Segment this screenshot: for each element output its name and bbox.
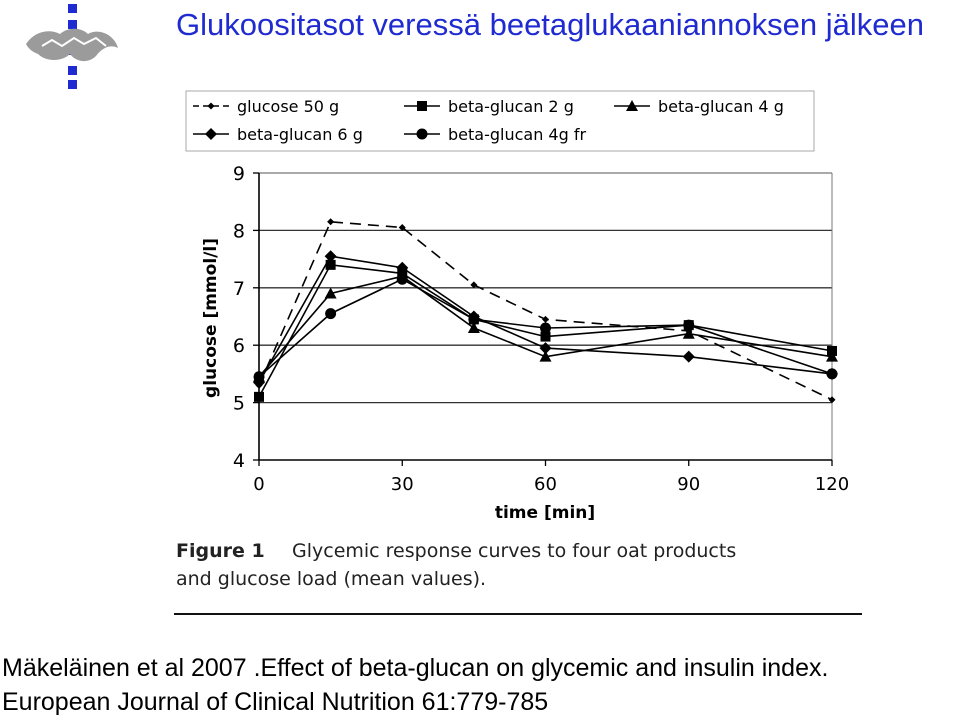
chart-gridlines — [259, 172, 832, 404]
data-point — [682, 350, 695, 363]
x-tick-label: 60 — [534, 474, 557, 495]
x-tick-label: 90 — [677, 474, 700, 495]
chart-axes — [253, 172, 833, 466]
legend-item: beta-glucan 4 g — [614, 97, 784, 116]
legend-item: beta-glucan 2 g — [404, 97, 574, 116]
x-tick-label: 0 — [253, 474, 264, 495]
data-point — [826, 350, 838, 362]
series-1 — [255, 218, 836, 404]
legend-label: glucose 50 g — [237, 97, 339, 116]
legend-box — [185, 90, 815, 152]
chart: glucose 50 g beta-glucan 2 g beta-glucan 4… — [176, 90, 849, 590]
divider — [174, 613, 862, 615]
legend-marker — [205, 128, 217, 140]
legend-marker — [207, 102, 215, 110]
data-point — [396, 261, 409, 274]
legend-marker — [417, 101, 427, 111]
data-point — [539, 342, 552, 355]
y-tick-label: 4 — [233, 450, 245, 472]
legend-item: beta-glucan 6 g — [193, 125, 363, 144]
data-point — [327, 218, 335, 226]
legend-label: beta-glucan 2 g — [448, 97, 574, 116]
x-tick-label: 30 — [391, 474, 414, 495]
data-point — [470, 281, 478, 289]
data-point — [683, 319, 695, 331]
data-point — [682, 327, 695, 339]
data-point — [828, 396, 836, 404]
citation-line-2: European Journal of Clinical Nutrition 6… — [2, 688, 549, 716]
data-point — [467, 321, 480, 333]
data-point — [468, 313, 480, 325]
citation: Mäkeläinen et al 2007 .Effect of beta-gl… — [2, 651, 828, 719]
page-title: Glukoositasot veressä beetaglukaaniannok… — [176, 7, 924, 42]
data-point — [253, 371, 265, 383]
y-tick-label: 6 — [233, 335, 245, 357]
legend-item: beta-glucan 4g fr — [404, 125, 586, 144]
y-axis-label: glucose [mmol/l] — [201, 238, 221, 398]
y-tick-label: 8 — [233, 220, 245, 242]
series-line — [258, 220, 833, 401]
chart-series — [253, 218, 838, 404]
chart-legend: glucose 50 g beta-glucan 2 g beta-glucan 4… — [185, 90, 815, 152]
y-tick-label: 5 — [233, 393, 245, 415]
data-point — [325, 259, 336, 270]
y-tick-label: 7 — [233, 278, 245, 300]
data-point — [324, 287, 337, 299]
data-point — [542, 315, 549, 323]
figure-caption: Figure 1 Glycemic response curves to four… — [176, 540, 736, 590]
data-point — [398, 224, 406, 232]
data-point — [539, 350, 552, 362]
legend-label: beta-glucan 6 g — [237, 125, 363, 144]
data-point — [540, 322, 551, 334]
legend-marker — [626, 100, 638, 111]
legend-item: glucose 50 g — [193, 97, 339, 116]
citation-line-1: Mäkeläinen et al 2007 .Effect of beta-gl… — [2, 654, 829, 682]
data-point — [254, 391, 264, 402]
x-axis-label: time [min] — [495, 503, 595, 523]
data-point — [325, 308, 337, 320]
caption-text: and glucose load (mean values). — [176, 568, 486, 590]
legend-label: beta-glucan 4 g — [658, 97, 784, 116]
data-point — [540, 331, 551, 342]
legend-label: beta-glucan 4g fr — [448, 125, 586, 144]
data-point — [396, 273, 408, 285]
y-tick-label: 9 — [233, 163, 245, 185]
caption-text: Glycemic response curves to four oat pro… — [292, 540, 736, 562]
legend-marker — [416, 128, 428, 140]
data-point — [826, 368, 838, 380]
data-point — [324, 250, 337, 263]
series-5 — [253, 273, 838, 383]
university-logo-icon — [26, 4, 118, 89]
x-tick-label: 120 — [815, 474, 849, 495]
caption-figure-label: Figure 1 — [176, 540, 265, 562]
